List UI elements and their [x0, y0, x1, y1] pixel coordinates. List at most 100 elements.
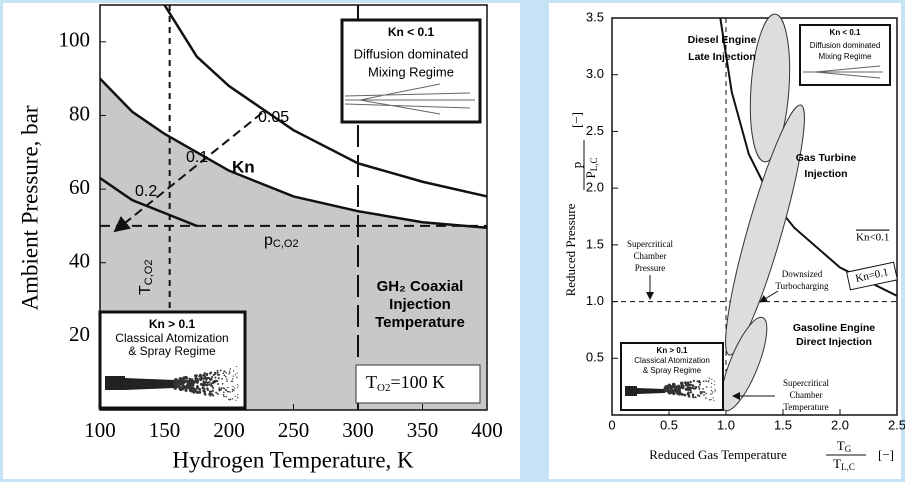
- spray-dot: [214, 376, 217, 379]
- spray-dot: [689, 383, 692, 387]
- spray-dot: [701, 390, 704, 393]
- spray-dot: [205, 373, 209, 377]
- plot-frame: [611, 17, 898, 416]
- spray-dot: [683, 381, 687, 384]
- region: [749, 13, 791, 163]
- spray-dot: [203, 372, 207, 375]
- spray-dot: [196, 386, 199, 390]
- spray-dot: [211, 389, 214, 392]
- y-tick-label: 2.5: [586, 123, 604, 138]
- text: Reduced Pressure: [563, 203, 578, 296]
- curve-label: 0.1: [186, 149, 208, 166]
- spray-dot: [226, 380, 228, 383]
- annotation: Kn: [232, 157, 255, 176]
- spray-dot: [236, 365, 238, 368]
- arrow: [759, 290, 779, 303]
- spray-dot: [230, 398, 232, 400]
- spray-dot: [208, 383, 211, 386]
- spray-dot: [218, 387, 221, 389]
- spray-dot: [702, 380, 705, 383]
- spray-dot: [231, 398, 234, 400]
- spray-dot: [182, 376, 186, 380]
- spray-dot: [714, 380, 716, 382]
- y-tick-label: 100: [59, 28, 91, 52]
- text: p: [264, 232, 273, 249]
- line-series: [99, 177, 198, 228]
- x-tick-label: 1.0: [717, 417, 735, 432]
- spray-dot: [223, 395, 225, 398]
- spray-dot: [687, 391, 690, 394]
- spray-dot: [237, 394, 239, 396]
- text: Classical Atomization: [634, 356, 710, 365]
- spray-dot: [210, 390, 213, 393]
- spray-dot: [707, 381, 709, 383]
- spray-dot: [684, 383, 688, 387]
- spray-dot: [206, 388, 209, 391]
- spray-dot: [223, 370, 226, 373]
- y-tick-label: 0.5: [586, 350, 604, 365]
- spray-dot: [686, 381, 690, 384]
- annotations: Diesel Engine Late Injection Gas Turbine…: [620, 13, 898, 412]
- spray-dot: [217, 383, 219, 385]
- text: Gasoline Engine: [793, 322, 875, 334]
- spray-dot: [705, 386, 708, 388]
- spray-dot: [236, 372, 238, 374]
- spray-dot: [188, 377, 192, 381]
- x-axis-title: Hydrogen Temperature, K: [172, 447, 414, 472]
- spray-sketch: [803, 65, 883, 79]
- spray-dot: [694, 396, 697, 399]
- spray-dot: [229, 368, 232, 370]
- spray-dot: [209, 372, 212, 375]
- spray-dot: [232, 385, 234, 387]
- spray-dot: [710, 386, 712, 388]
- spray-dot: [675, 388, 679, 392]
- text: Gas Turbine: [796, 152, 857, 164]
- spray-dot: [181, 380, 186, 384]
- spray-dot: [203, 390, 207, 393]
- spray-dot: [189, 385, 193, 389]
- spray-dot: [222, 387, 225, 389]
- spray-dot: [699, 381, 702, 384]
- spray-dot: [232, 375, 234, 377]
- spray-dot: [218, 374, 220, 376]
- inset: [98, 310, 247, 410]
- spray-dot: [689, 386, 693, 390]
- spray-dot: [194, 376, 198, 380]
- spray-dot: [692, 396, 695, 399]
- spray-dot: [225, 395, 227, 398]
- y-tick-label: 2.0: [586, 180, 604, 195]
- text: GH₂ Coaxial: [377, 278, 464, 295]
- spray-dot: [212, 394, 215, 397]
- text: G: [845, 444, 852, 454]
- text: Mixing Regime: [368, 64, 454, 79]
- text: T: [137, 285, 154, 295]
- text: [−]: [569, 112, 584, 128]
- text: C,O2: [273, 238, 299, 250]
- spray-dot: [203, 375, 207, 378]
- spray-dot: [221, 377, 223, 380]
- spray-dot: [211, 385, 214, 388]
- curve-label: 0.2: [135, 183, 157, 200]
- inset-text: Kn < 0.1 Diffusion dominated Mixing Regi…: [810, 28, 881, 61]
- x-axis-title: Reduced Gas Temperature TG TL,C [−]: [649, 438, 894, 472]
- text: =100 K: [390, 372, 445, 392]
- x-tick-label: 150: [149, 418, 181, 442]
- spray-dot: [229, 371, 231, 374]
- annotation: Diesel Engine Late Injection Gas Turbine…: [688, 34, 876, 348]
- spray-dot: [703, 391, 705, 393]
- curve-label: 0.05: [258, 109, 289, 126]
- annotation: pC,O2: [264, 232, 299, 250]
- spray-dot: [677, 388, 681, 392]
- text: PL,C: [583, 158, 599, 179]
- annotation: Kn<0.1: [856, 232, 889, 244]
- spray-dot: [670, 389, 674, 393]
- spray-dot: [207, 376, 210, 380]
- text: Kn > 0.1: [657, 346, 688, 355]
- spray-dot: [174, 378, 178, 382]
- spray-dot: [231, 390, 234, 392]
- y-tick-label: 20: [69, 322, 90, 346]
- spray-dot: [202, 380, 205, 383]
- y-axis-title: Ambient Pressure, bar: [17, 105, 42, 310]
- spray-dot: [223, 374, 226, 377]
- spray-dot: [231, 388, 234, 391]
